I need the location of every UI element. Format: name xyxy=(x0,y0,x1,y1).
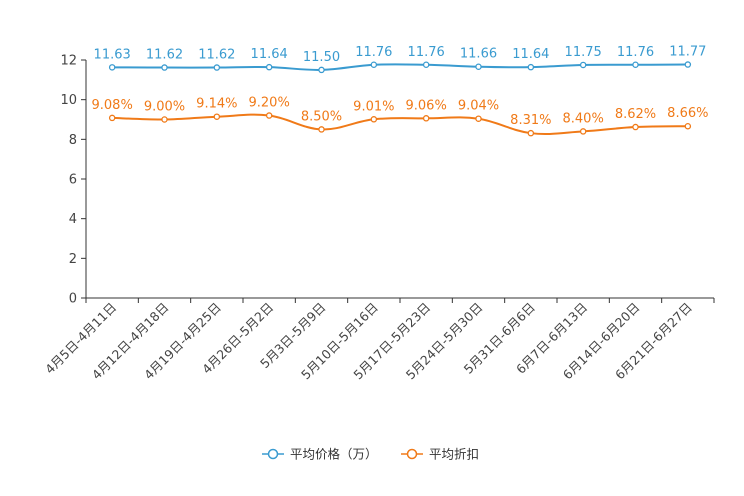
y-axis: 0 2 4 6 8 10 12 xyxy=(60,54,87,307)
y-tick-label: 12 xyxy=(60,54,77,69)
data-point xyxy=(579,61,587,69)
data-point xyxy=(632,61,639,69)
y-tick-label: 6 xyxy=(69,173,77,188)
data-label: 8.40% xyxy=(563,111,604,126)
data-label: 9.14% xyxy=(196,97,237,112)
series-layer: 11.63 11.62 11.62 11.64 11.50 11.76 11.76 11.66… xyxy=(92,45,708,137)
data-point xyxy=(632,123,639,131)
y-tick-label: 4 xyxy=(69,212,77,227)
data-label: 8.66% xyxy=(667,106,708,121)
data-point xyxy=(370,116,378,123)
data-point xyxy=(527,129,535,137)
data-point xyxy=(579,128,587,135)
series-0: 11.63 11.62 11.62 11.64 11.50 11.76 11.76 11.66… xyxy=(94,45,706,74)
data-label: 9.08% xyxy=(92,98,133,113)
data-point xyxy=(161,64,168,71)
data-point xyxy=(684,122,692,130)
data-point xyxy=(318,126,325,133)
data-label: 9.01% xyxy=(353,99,394,114)
data-label: 8.31% xyxy=(510,113,551,128)
data-label: 9.00% xyxy=(144,100,185,115)
y-tick-label: 0 xyxy=(69,292,77,307)
data-label: 9.06% xyxy=(406,98,447,113)
data-label: 9.20% xyxy=(249,96,290,111)
y-tick-label: 2 xyxy=(69,252,77,267)
y-tick-label: 10 xyxy=(60,93,77,108)
data-label: 11.64 xyxy=(251,47,288,62)
data-point xyxy=(161,116,168,123)
legend-marker xyxy=(267,448,279,460)
data-label: 11.76 xyxy=(408,45,445,60)
data-point xyxy=(422,61,430,69)
data-point xyxy=(213,64,221,71)
x-axis: 4月5日-4月11日4月12日-4月18日4月19日-4月25日4月26日-5月… xyxy=(42,297,715,382)
legend-marker xyxy=(406,448,418,460)
data-label: 9.04% xyxy=(458,99,499,114)
data-point xyxy=(265,112,273,119)
data-point xyxy=(475,63,482,70)
data-label: 11.64 xyxy=(512,47,549,62)
y-tick-label: 8 xyxy=(69,133,77,148)
data-label: 11.62 xyxy=(146,48,183,63)
legend[interactable]: 平均价格（万） 平均折扣 xyxy=(262,447,479,462)
data-point xyxy=(108,114,116,122)
data-point xyxy=(318,66,325,74)
data-point xyxy=(370,61,378,69)
data-label: 11.77 xyxy=(669,45,706,60)
series-line xyxy=(112,113,688,136)
data-label: 8.50% xyxy=(301,109,342,124)
legend-label: 平均价格（万） xyxy=(290,447,378,462)
data-label: 11.50 xyxy=(303,50,340,65)
data-label: 11.63 xyxy=(94,47,131,62)
data-point xyxy=(213,113,221,120)
data-point xyxy=(527,63,535,71)
data-label: 11.75 xyxy=(565,45,602,60)
legend-item-0[interactable]: 平均价格（万） xyxy=(262,447,378,462)
legend-label: 平均折扣 xyxy=(429,447,479,462)
data-point xyxy=(684,61,692,68)
data-label: 11.62 xyxy=(198,48,235,63)
data-point xyxy=(265,63,273,71)
data-label: 11.76 xyxy=(617,45,654,60)
data-point xyxy=(422,115,430,122)
legend-item-1[interactable]: 平均折扣 xyxy=(401,447,479,462)
data-point xyxy=(108,64,116,71)
series-line xyxy=(112,63,688,71)
data-label: 11.76 xyxy=(355,45,392,60)
data-label: 8.62% xyxy=(615,107,656,122)
data-point xyxy=(475,115,482,122)
data-label: 11.66 xyxy=(460,47,497,62)
series-1: 9.08% 9.00% 9.14% 9.20% 8.50% 9.01% 9.06% 9.04%… xyxy=(92,96,708,137)
